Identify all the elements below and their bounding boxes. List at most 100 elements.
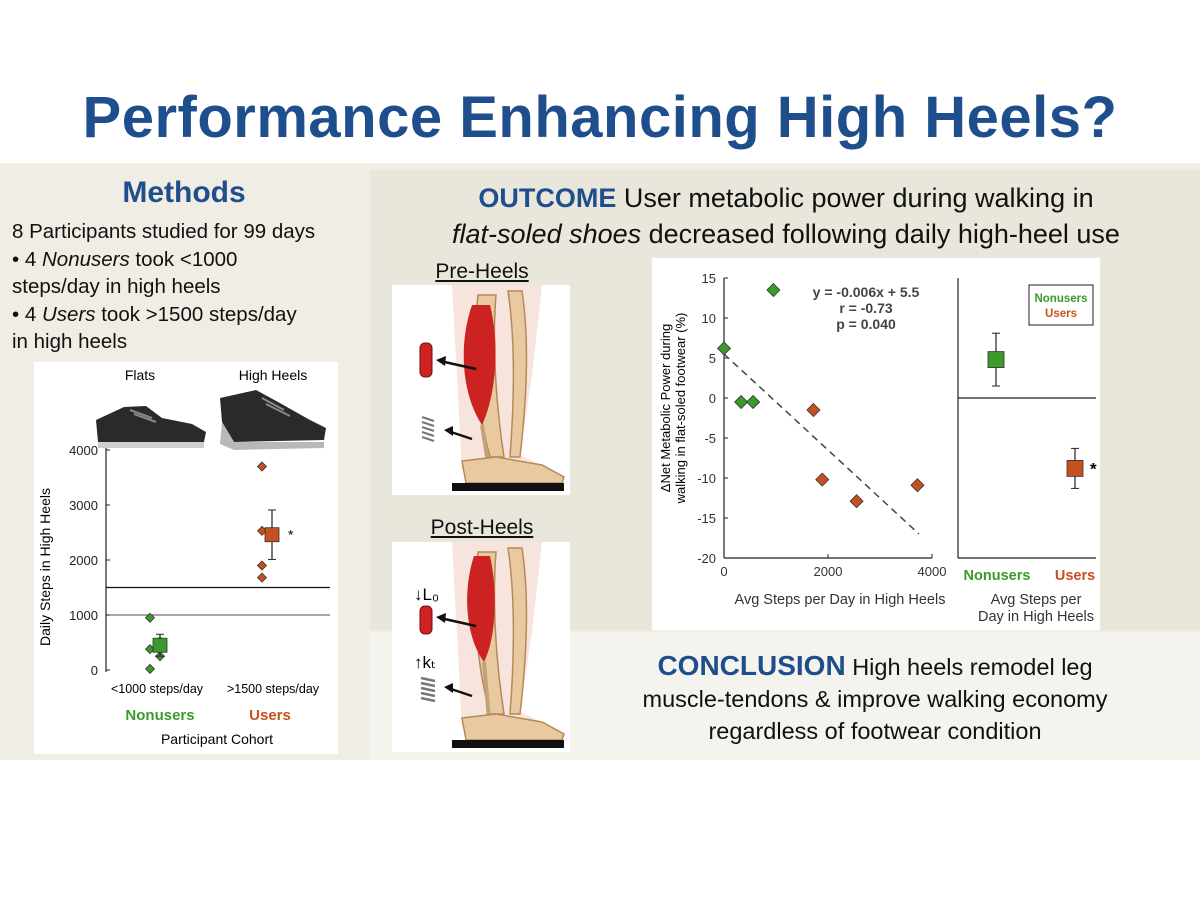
calf-muscle-shape [467,556,495,662]
users-category: Users [249,707,291,724]
methods-line: • 4 Nonusers took <1000 [12,247,238,271]
mean-marker [987,351,1005,368]
methods-line: 8 Participants studied for 99 days [12,220,316,243]
methods-heading: Methods [122,176,246,209]
equation-annotation: y = -0.006x + 5.5 [813,284,920,300]
cohort-x-axis-label-line2: Day in High Heels [978,609,1094,625]
y-tick-label: -10 [697,471,716,486]
nonusers-sublabel: <1000 steps/day [111,682,204,696]
outcome-text: OUTCOME User metabolic power during walk… [452,183,1120,249]
regression-points [716,282,925,509]
significance-marker: * [288,527,294,543]
x-tick-label: 2000 [814,564,843,579]
data-point [256,572,268,583]
y-axis-label: ΔNet Metabolic Power duringwalking in fl… [658,313,688,505]
nonusers-category: Nonusers [964,568,1031,584]
pre-heels-leg-diagram [419,285,565,491]
y-tick-label: 2000 [69,553,98,568]
muscle-model-icon [419,342,433,378]
x-axis-label: Avg Steps per Day in High Heels [735,592,946,608]
y-tick-label: -20 [697,551,716,566]
regression-fit-line [723,353,920,535]
legend-nonusers: Nonusers [1034,293,1087,305]
tendon-spring-icon [420,676,436,703]
metabolic-chart-box [652,258,1100,630]
y-tick-label: 10 [702,311,716,326]
x-tick-label: 0 [720,564,727,579]
y-tick-label: 3000 [69,498,98,513]
data-point [849,494,864,509]
data-point [144,612,156,623]
conclusion-label: CONCLUSION [657,650,846,681]
y-tick-label: -5 [704,431,716,446]
metabolic-power-chart: ΔNet Metabolic Power duringwalking in fl… [658,271,1097,625]
y-tick-label: 4000 [69,443,98,458]
l0-label: ↓L₀ [414,585,439,604]
methods-line: in high heels [12,330,128,353]
methods-line: • 4 Users took >1500 steps/day [12,302,297,326]
data-point [815,472,830,487]
y-axis-label-line2: walking in flat-soled footwear (%) [673,313,688,505]
post-heels-leg-diagram: ↓L₀ ↑kₜ [414,542,565,748]
p-annotation: p = 0.040 [836,316,896,332]
conclusion-line: regardless of footwear condition [708,718,1042,744]
data-point [910,478,925,493]
cohort-x-axis-label-line1: Avg Steps per [991,592,1082,608]
post-heels-label: Post-Heels [430,516,534,539]
y-tick-label: 1000 [69,608,98,623]
x-axis-label: Participant Cohort [161,731,273,747]
nonusers-category: Nonusers [125,707,194,724]
y-tick-label: 5 [709,351,716,366]
cohort-x-axis-label: Avg Steps per Day in High Heels [978,592,1094,625]
data-point [766,282,781,298]
y-tick-label: -15 [697,511,716,526]
flat-shoe-image [96,406,206,448]
outcome-italic: flat-soled shoes [452,219,642,249]
significance-marker: * [1090,459,1097,478]
high-heel-shoe-image [220,390,326,450]
data-point [256,461,268,472]
flats-label: Flats [125,367,155,383]
methods-text: 8 Participants studied for 99 days • 4 N… [12,218,364,356]
pre-heels-label: Pre-Heels [435,260,529,283]
data-point [256,560,268,571]
fit-line [723,353,920,535]
data-point [144,663,156,674]
tendon-spring-icon [421,416,435,442]
high-heels-label: High Heels [239,367,307,383]
methods-line: steps/day in high heels [12,275,221,298]
steps-chart-points: * [144,461,294,674]
y-axis-label: Daily Steps in High Heels [37,488,53,646]
x-tick-label: 4000 [918,564,947,579]
y-axis-label-line1: ΔNet Metabolic Power during [658,324,673,492]
data-point [716,341,732,356]
data-point [746,394,761,410]
y-tick-label: 15 [702,271,716,286]
calf-muscle-shape [463,305,496,425]
legend-users: Users [1045,308,1077,320]
r-annotation: r = -0.73 [839,300,893,316]
y-tick-label: 0 [709,391,716,406]
conclusion-line: muscle-tendons & improve walking economy [642,686,1108,712]
outcome-label: OUTCOME [478,183,617,213]
mean-marker [1066,459,1084,477]
muscle-model-icon [419,605,433,635]
kt-label: ↑kₜ [414,653,436,672]
cohort-summary-points: * [987,332,1097,489]
users-sublabel: >1500 steps/day [227,682,320,696]
page-title: Performance Enhancing High Heels? [82,85,1118,150]
regression-axes: 15 10 5 0 -5 -10 -15 -20 0 2000 4000 [697,271,946,579]
conclusion-text: CONCLUSION High heels remodel leg muscle… [560,650,1190,747]
users-category: Users [1055,568,1095,584]
data-point [806,402,821,418]
users-term: Users [41,302,96,326]
legend: Nonusers Users [1028,284,1094,326]
nonusers-term: Nonusers [41,247,130,271]
mean-marker [152,637,168,653]
steps-chart-axes: 0 1000 2000 3000 4000 [69,443,330,678]
mean-marker [264,527,280,543]
data-point [734,394,749,410]
y-tick-label: 0 [91,663,98,678]
cohort-summary-axes [957,278,1096,559]
steps-chart: Flats High Heels 0 1000 2000 3000 4000 * Dai… [37,367,330,747]
